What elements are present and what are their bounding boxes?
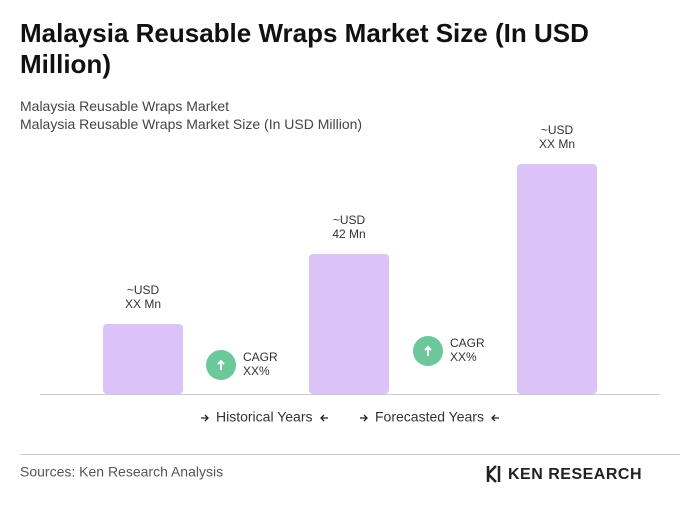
cagr-value: XX% bbox=[450, 350, 477, 364]
cagr-value: XX% bbox=[243, 364, 270, 378]
arrow-icon bbox=[201, 414, 209, 422]
legend-label: Historical Years bbox=[216, 409, 313, 425]
data-label: ~USD bbox=[333, 213, 366, 227]
data-label: ~USD bbox=[541, 123, 574, 137]
subtitle: Malaysia Reusable Wraps Market bbox=[20, 98, 230, 114]
logo-icon bbox=[486, 465, 501, 483]
data-label: XX Mn bbox=[539, 137, 575, 151]
cagr-label: CAGR bbox=[450, 336, 485, 350]
data-label: ~USD bbox=[127, 283, 160, 297]
arrow-icon bbox=[491, 414, 499, 422]
data-label: 42 Mn bbox=[332, 227, 365, 241]
arrow-icon bbox=[320, 414, 328, 422]
legend-label: Forecasted Years bbox=[375, 409, 484, 425]
arrow-icon bbox=[360, 414, 368, 422]
bar bbox=[309, 254, 389, 394]
up-arrow bbox=[424, 345, 432, 356]
bar bbox=[103, 324, 183, 394]
up-arrow bbox=[217, 359, 225, 370]
chart-title: Malaysia Reusable Wraps Market Size (In … bbox=[20, 18, 589, 79]
logo: KEN RESEARCH bbox=[508, 466, 642, 483]
cagr-label: CAGR bbox=[243, 350, 278, 364]
data-label: XX Mn bbox=[125, 297, 161, 311]
subtitle: Malaysia Reusable Wraps Market Size (In … bbox=[20, 116, 363, 132]
bar bbox=[517, 164, 597, 394]
source: Sources: Ken Research Analysis bbox=[20, 464, 223, 480]
